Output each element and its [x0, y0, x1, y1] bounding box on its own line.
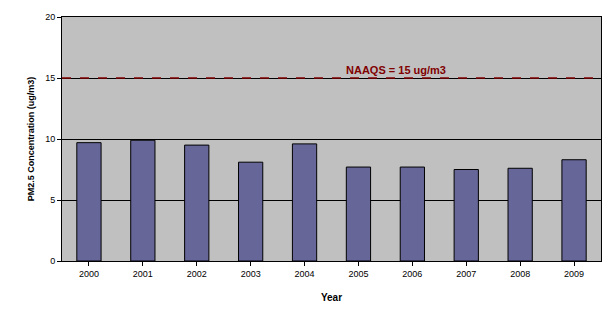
svg-text:2002: 2002 — [187, 269, 207, 279]
svg-text:2009: 2009 — [564, 269, 584, 279]
svg-text:0: 0 — [50, 256, 55, 266]
svg-text:10: 10 — [45, 134, 55, 144]
svg-text:Year: Year — [321, 292, 342, 303]
svg-text:20: 20 — [45, 12, 55, 22]
svg-text:PM2.5 Concentration (ug/m3): PM2.5 Concentration (ug/m3) — [26, 77, 36, 202]
svg-text:2008: 2008 — [510, 269, 530, 279]
svg-text:2004: 2004 — [295, 269, 315, 279]
svg-text:2000: 2000 — [79, 269, 99, 279]
svg-text:15: 15 — [45, 73, 55, 83]
svg-text:2005: 2005 — [348, 269, 368, 279]
svg-text:2007: 2007 — [456, 269, 476, 279]
svg-text:2003: 2003 — [241, 269, 261, 279]
svg-text:5: 5 — [50, 195, 55, 205]
svg-text:2006: 2006 — [402, 269, 422, 279]
svg-text:2001: 2001 — [133, 269, 153, 279]
svg-text:NAAQS = 15 ug/m3: NAAQS = 15 ug/m3 — [346, 64, 446, 76]
